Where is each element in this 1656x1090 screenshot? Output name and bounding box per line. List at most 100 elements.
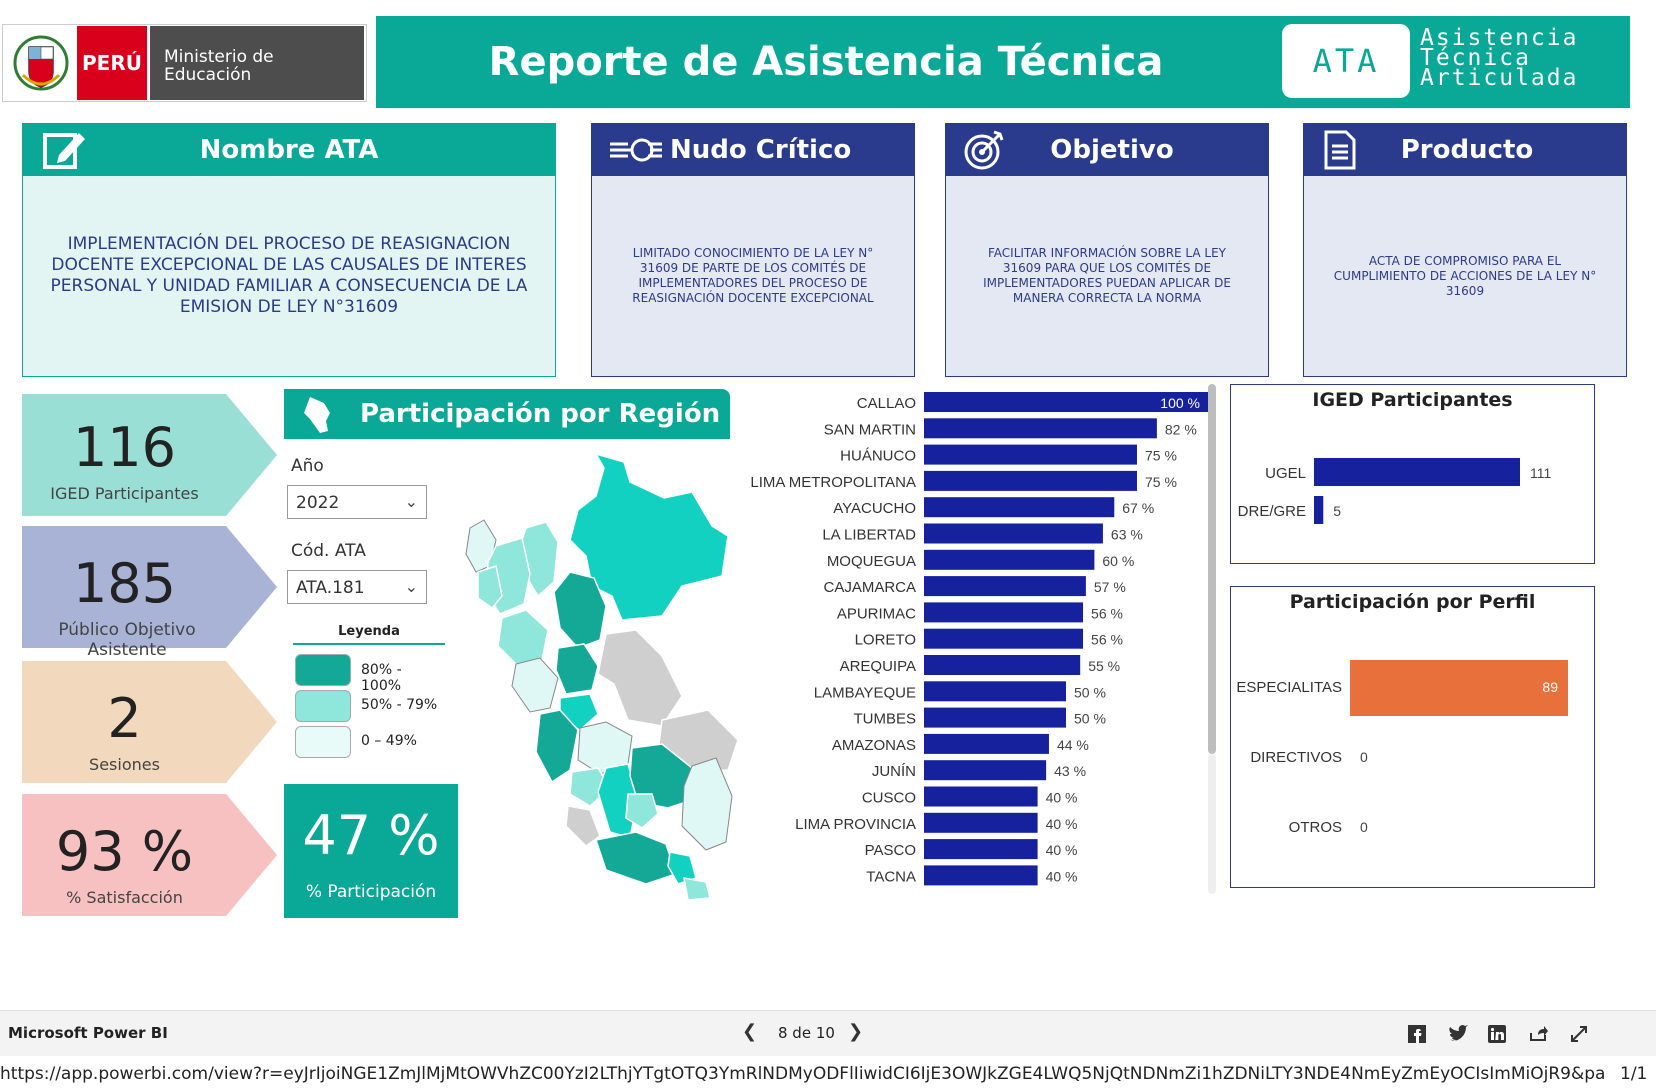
card-producto-text: ACTA DE COMPROMISO PARA EL CUMPLIMIENTO … — [1333, 253, 1597, 298]
region-bar-value-label: 82 % — [1165, 421, 1197, 437]
region-bar[interactable] — [924, 733, 1049, 754]
map-region-san-martin[interactable] — [553, 571, 607, 649]
legend-label-mid: 50% - 79% — [361, 697, 438, 713]
region-bar[interactable] — [924, 628, 1084, 649]
region-bar[interactable] — [924, 681, 1066, 702]
fullscreen-icon[interactable] — [1570, 1025, 1588, 1043]
share-icon[interactable] — [1528, 1025, 1548, 1043]
region-bar-category: AYACUCHO — [833, 500, 916, 517]
participacion-box: 47 % % Participación — [284, 784, 458, 918]
region-bar-category: LIMA PROVINCIA — [795, 816, 916, 833]
map-region-la-libertad[interactable] — [497, 609, 549, 667]
region-bar[interactable] — [924, 392, 1208, 412]
kpi-sesiones-shape — [22, 661, 277, 783]
card-nudo-body: LIMITADO CONOCIMIENTO DE LA LEY N° 31609… — [592, 176, 914, 376]
edit-icon — [43, 133, 85, 169]
legend-swatch-mid — [295, 690, 351, 722]
iged-bar-category: DRE/GRE — [1238, 503, 1306, 520]
map-region-lima[interactable] — [535, 709, 579, 784]
region-bar-value-label: 40 % — [1046, 816, 1078, 832]
perfil-bar-value-label: 89 — [1542, 679, 1558, 695]
perfil-bar[interactable] — [1350, 660, 1568, 716]
app-name: Microsoft Power BI — [8, 1024, 168, 1042]
map-region-puno[interactable] — [681, 757, 733, 851]
card-objetivo-title: Objetivo — [1050, 135, 1174, 165]
code-filter-dropdown[interactable]: ATA.181 ⌄ — [287, 570, 427, 604]
map-region-ancash[interactable] — [511, 657, 559, 713]
region-bar[interactable] — [924, 602, 1084, 623]
linkedin-icon[interactable] — [1488, 1025, 1506, 1043]
region-bar-value-label: 67 % — [1122, 500, 1154, 516]
kpi-publico: 185 Público Objetivo Asistente — [22, 526, 277, 660]
map-region-huanuco[interactable] — [555, 643, 599, 695]
ministry-logo: PERÚ Ministerio de Educación — [2, 24, 367, 102]
iged-bar[interactable] — [1314, 496, 1324, 524]
ministry-label: Ministerio de Educación — [150, 26, 364, 100]
year-filter-dropdown[interactable]: 2022 ⌄ — [287, 485, 427, 519]
region-bar[interactable] — [924, 655, 1081, 675]
map-region-ica[interactable] — [565, 805, 601, 847]
map-region-ucayali[interactable] — [597, 629, 683, 727]
region-bar[interactable] — [924, 786, 1038, 807]
region-bar-value-label: 40 % — [1046, 868, 1078, 884]
region-bar-value-label: 44 % — [1057, 737, 1089, 753]
region-bar[interactable] — [924, 839, 1038, 860]
card-nombre-header: Nombre ATA — [23, 124, 555, 176]
region-bar[interactable] — [924, 444, 1137, 465]
card-nombre-body: IMPLEMENTACIÓN DEL PROCESO DE REASIGNACI… — [23, 176, 555, 376]
map-region-loreto[interactable] — [569, 452, 729, 621]
facebook-icon[interactable] — [1408, 1025, 1426, 1043]
map-region-arequipa[interactable] — [595, 831, 677, 885]
region-bar[interactable] — [924, 576, 1086, 597]
region-bar-category: CAJAMARCA — [823, 579, 916, 596]
region-bar-value-label: 56 % — [1091, 632, 1123, 648]
twitter-icon[interactable] — [1448, 1025, 1468, 1043]
region-bar[interactable] — [924, 497, 1115, 518]
region-bar-category: LA LIBERTAD — [822, 527, 916, 544]
region-bar-category: PASCO — [865, 842, 916, 859]
map-legend: Leyenda 80% - 100% 50% - 79% 0 – 49% — [293, 624, 445, 764]
card-objetivo-header: Objetivo — [946, 124, 1268, 176]
iged-bar[interactable] — [1314, 458, 1520, 486]
ata-word: Técnica — [1420, 45, 1531, 71]
perfil-bar-chart: ESPECIALITAS 89 DIRECTIVOS 0 OTROS 0 — [1236, 660, 1568, 836]
page-title: Reporte de Asistencia Técnica — [488, 39, 1164, 85]
region-chart-scroll-track — [1208, 754, 1216, 894]
region-bar-category: AMAZONAS — [832, 737, 916, 754]
knot-icon — [610, 138, 662, 162]
kpi-iged-label: IGED Participantes — [50, 484, 199, 503]
card-nudo-text: LIMITADO CONOCIMIENTO DE LA LEY N° 31609… — [632, 246, 874, 305]
next-page-button[interactable]: ❯ — [848, 1021, 864, 1042]
card-producto-body: ACTA DE COMPROMISO PARA EL CUMPLIMIENTO … — [1304, 176, 1626, 376]
region-bar[interactable] — [924, 523, 1103, 544]
region-bar[interactable] — [924, 549, 1095, 570]
region-bar[interactable] — [924, 760, 1047, 781]
region-bar-value-label: 43 % — [1054, 763, 1086, 779]
ata-word: Asistencia — [1420, 25, 1579, 51]
region-bar-category: TUMBES — [853, 711, 916, 728]
map-region-tacna[interactable] — [683, 877, 711, 901]
kpi-iged: 116 IGED Participantes — [22, 394, 277, 516]
target-icon — [964, 130, 1004, 170]
map-region-apurimac[interactable] — [625, 793, 659, 829]
region-bar[interactable] — [924, 812, 1038, 833]
region-chart-scrollbar[interactable] — [1208, 384, 1216, 754]
prev-page-button[interactable]: ❮ — [742, 1021, 758, 1042]
page-url[interactable]: https://app.powerbi.com/view?r=eyJrIjoiN… — [0, 1064, 1606, 1084]
region-bar[interactable] — [924, 865, 1038, 886]
code-filter-value: ATA.181 — [296, 578, 365, 598]
region-bar[interactable] — [924, 707, 1066, 728]
kpi-satisfaccion-value: 93 % — [55, 820, 194, 883]
map-region-lambayeque[interactable] — [477, 565, 503, 610]
iged-bar-value-label: 111 — [1530, 465, 1551, 481]
kpi-publico-value: 185 — [72, 552, 177, 615]
region-bar-chart: CALLAO 100 % SAN MARTIN 82 % HUÁNUCO 75 % LIMA… — [750, 392, 1208, 886]
title-banner: Reporte de Asistencia Técnica ATA Asiste… — [376, 16, 1630, 108]
region-bar[interactable] — [924, 470, 1137, 491]
iged-chart-title: IGED Participantes — [1312, 389, 1513, 411]
region-bar[interactable] — [924, 418, 1157, 439]
powerbi-footer: Microsoft Power BI ❮ 8 de 10 ❯ — [0, 1010, 1656, 1057]
region-bar-value-label: 40 % — [1046, 790, 1078, 806]
perfil-bar-value-label: 0 — [1360, 819, 1368, 835]
card-objetivo: Objetivo FACILITAR INFORMACIÓN SOBRE LA … — [945, 123, 1269, 377]
